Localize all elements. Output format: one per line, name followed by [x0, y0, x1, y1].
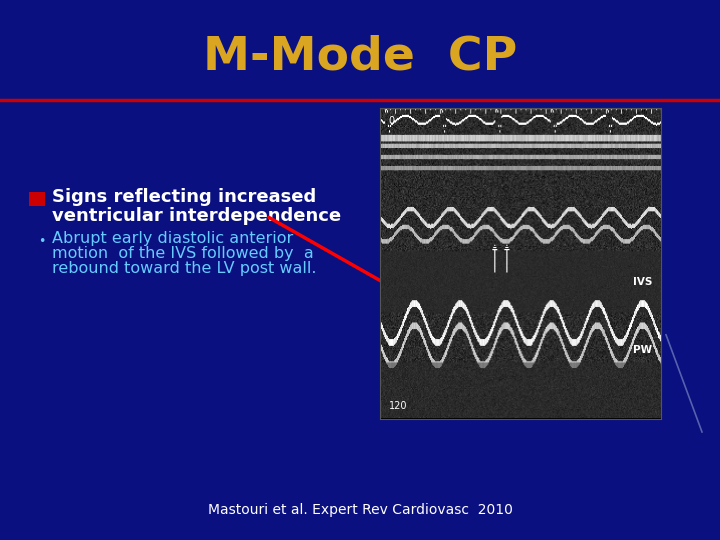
Bar: [29, 192, 45, 206]
Text: Abrupt early diastolic anterior: Abrupt early diastolic anterior: [52, 231, 293, 246]
Text: IVS: IVS: [633, 277, 652, 287]
Text: motion  of the IVS followed by  a: motion of the IVS followed by a: [52, 246, 314, 261]
Text: ventricular interdependence: ventricular interdependence: [52, 207, 341, 225]
Text: 0: 0: [389, 116, 395, 126]
Text: Mastouri et al. Expert Rev Cardiovasc  2010: Mastouri et al. Expert Rev Cardiovasc 20…: [207, 503, 513, 517]
Text: M-Mode  CP: M-Mode CP: [203, 34, 517, 79]
Text: PW: PW: [634, 345, 652, 355]
Text: rebound toward the LV post wall.: rebound toward the LV post wall.: [52, 261, 316, 276]
Text: •: •: [38, 235, 45, 248]
Text: 120: 120: [389, 401, 407, 411]
Text: Signs reflecting increased: Signs reflecting increased: [52, 188, 316, 206]
